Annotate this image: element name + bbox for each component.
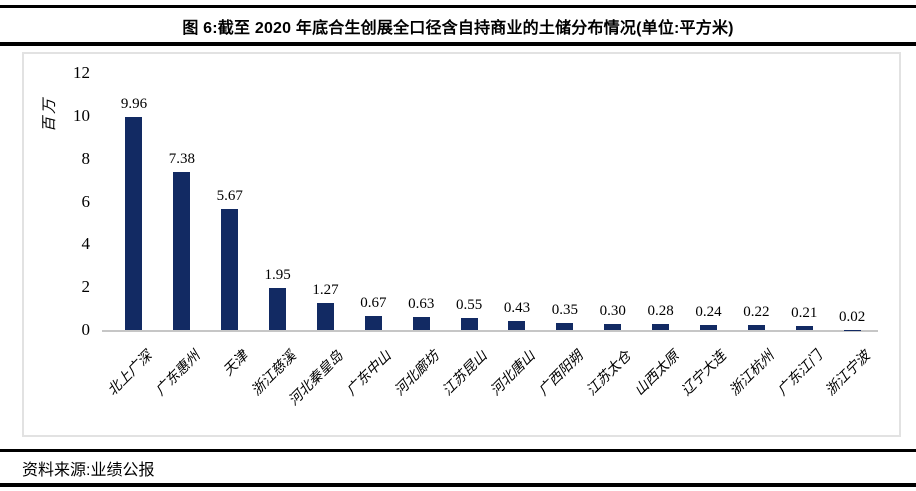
bar-value-label: 1.27	[312, 281, 339, 298]
bar-value-label: 0.24	[695, 303, 722, 320]
x-tick-label: 江苏昆山	[439, 348, 491, 400]
source-rule	[0, 449, 916, 452]
bar	[747, 325, 765, 330]
bar-value-label: 0.55	[455, 297, 483, 314]
x-tick-label: 辽宁大连	[678, 348, 730, 400]
x-axis-labels: 北上广深 广东惠州 天津 浙江慈溪 河北秦皇岛 广东中山 河北廊坊 江苏昆山 河北唐山 广西阳朔江…	[104, 338, 876, 436]
x-tick-label: 广东江门	[774, 348, 826, 400]
bar-column: 0.43	[493, 300, 541, 330]
bar-value-label: 0.28	[647, 303, 674, 319]
bar	[795, 325, 813, 330]
bar-value-label: 5.67	[216, 187, 243, 204]
bar-column: 0.02	[828, 309, 876, 330]
bar	[173, 171, 191, 330]
bar-column: 0.21	[780, 304, 828, 330]
figure-title: 图 6:截至 2020 年底合生创展全口径含自持商业的土储分布情况(单位:平方米…	[182, 20, 734, 37]
x-tick: 广西阳朔	[535, 338, 589, 436]
bar	[460, 318, 478, 330]
bar-column: 0.30	[589, 303, 637, 330]
bar-column: 9.96	[110, 96, 158, 330]
x-tick-label: 河北唐山	[487, 348, 539, 400]
y-tick-label: 0	[81, 320, 91, 339]
x-tick-label: 河北廊坊	[391, 348, 443, 400]
bar-value-label: 0.63	[408, 295, 435, 312]
x-tick: 江苏太仓	[583, 338, 637, 436]
bar-column: 1.27	[302, 282, 350, 330]
bar-value-label: 0.35	[551, 301, 578, 318]
bar-column: 1.95	[254, 267, 302, 330]
source-text: 资料来源:业绩公报	[22, 462, 155, 479]
x-tick: 浙江宁波	[823, 338, 876, 436]
x-tick-label: 浙江杭州	[726, 348, 778, 400]
bar	[125, 116, 143, 330]
bar-column: 0.55	[445, 297, 493, 330]
x-axis-line	[102, 330, 878, 332]
chart-panel: 百万 0 2 4 6 8 10 12 9.96 7.38 5.67 1.95 1.27 0.67 0.6…	[22, 52, 901, 437]
x-tick: 广东惠州	[152, 338, 206, 436]
bar-column: 7.38	[158, 151, 206, 330]
bar-value-label: 1.95	[264, 267, 291, 284]
x-tick-label: 广东中山	[343, 348, 395, 400]
x-tick-label: 天津	[220, 348, 252, 380]
bar	[604, 323, 622, 330]
bar-value-label: 0.22	[743, 304, 770, 321]
y-tick-label: 8	[81, 148, 91, 168]
bar	[508, 320, 526, 330]
bar-value-label: 0.67	[360, 294, 387, 311]
y-tick-label: 12	[73, 63, 90, 82]
x-tick-label: 广西阳朔	[535, 348, 587, 400]
x-tick: 天津	[206, 338, 254, 436]
x-tick: 北上广深	[104, 338, 158, 436]
bar-column: 0.35	[541, 301, 589, 330]
bar-value-label: 0.30	[599, 302, 626, 319]
bar	[221, 208, 239, 330]
x-tick-label: 北上广深	[104, 348, 156, 400]
bar-value-label: 9.96	[120, 95, 148, 112]
bottom-rule	[0, 483, 916, 487]
bar	[269, 288, 287, 330]
bar-column: 0.24	[685, 304, 733, 330]
bar-value-label: 0.02	[838, 308, 866, 325]
bar	[652, 324, 670, 330]
y-tick-label: 4	[81, 234, 91, 254]
x-tick-label: 浙江宁波	[822, 348, 874, 400]
bar-column: 0.63	[397, 295, 445, 330]
x-tick: 河北唐山	[487, 338, 541, 436]
x-tick-label: 山西太原	[631, 348, 682, 400]
y-tick-label: 2	[81, 277, 91, 297]
bar	[699, 324, 717, 330]
bar	[556, 322, 574, 330]
title-rule	[0, 42, 916, 46]
y-tick-label: 10	[73, 105, 90, 125]
bar-column: 0.28	[637, 303, 685, 330]
bar	[364, 315, 382, 330]
bar-column: 5.67	[206, 188, 254, 330]
x-tick-label: 广东惠州	[152, 348, 204, 400]
plot-area: 9.96 7.38 5.67 1.95 1.27 0.67 0.63 0.55 0.43 0.35…	[110, 73, 876, 330]
bar-value-label: 7.38	[168, 150, 195, 167]
bar-value-label: 0.43	[503, 299, 531, 316]
y-axis: 0 2 4 6 8 10 12	[24, 63, 100, 339]
x-tick-label: 江苏太仓	[583, 348, 635, 400]
bar	[412, 316, 430, 330]
top-rule	[0, 5, 916, 8]
bar-column: 0.67	[349, 295, 397, 330]
y-tick-label: 6	[81, 191, 91, 211]
bar-value-label: 0.21	[791, 304, 818, 321]
bar	[316, 302, 334, 330]
bar-column: 0.22	[732, 304, 780, 330]
